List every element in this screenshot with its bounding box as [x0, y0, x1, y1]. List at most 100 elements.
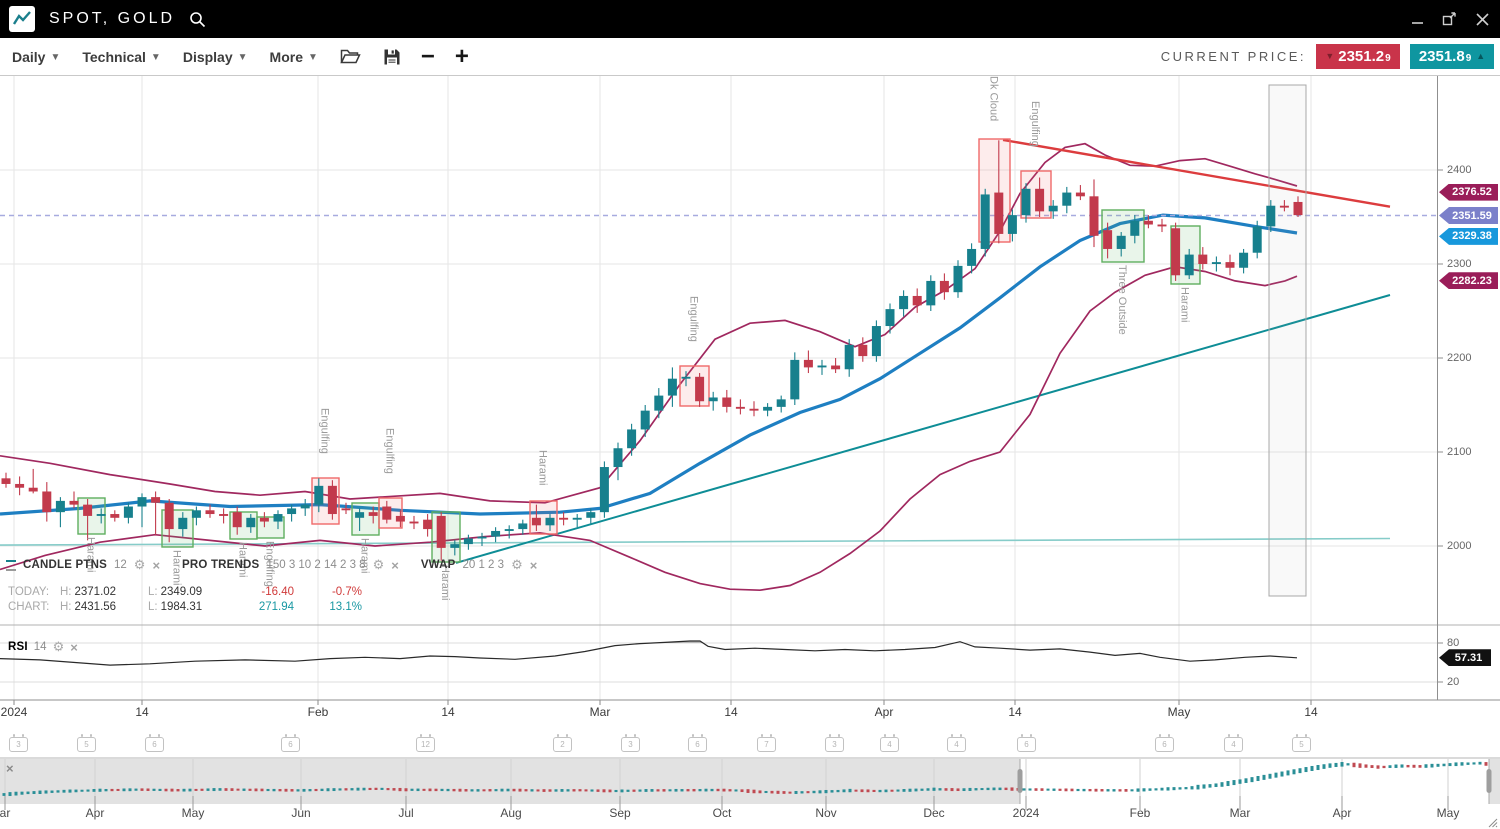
minimize-button[interactable]: [1410, 11, 1426, 27]
calendar-badge[interactable]: 3: [621, 734, 640, 752]
price-badge-2282.23: 2282.23: [1439, 272, 1498, 290]
calendar-badge[interactable]: 6: [1017, 734, 1036, 752]
minimap-candle: [620, 789, 624, 793]
pattern-box-harami[interactable]: [77, 497, 106, 535]
minimap-candle: [8, 792, 12, 797]
minimap-candle: [920, 788, 924, 791]
price-badge-2376.52: 2376.52: [1439, 183, 1498, 201]
minimap-candle: [656, 789, 660, 792]
chart-pct: 13.1%: [329, 601, 362, 613]
search-icon[interactable]: [189, 11, 206, 28]
gear-icon[interactable]: ⚙: [133, 557, 146, 572]
popout-button[interactable]: [1442, 11, 1458, 27]
buy-price-value: 2351.8: [1418, 48, 1465, 65]
candle-body: [1266, 205, 1276, 227]
pattern-box-harami[interactable]: [431, 511, 461, 563]
calendar-badge[interactable]: 6: [688, 734, 707, 752]
calendar-badge[interactable]: 7: [757, 734, 776, 752]
arrow-up-icon: ▲: [1476, 51, 1486, 61]
minimap-candle: [848, 788, 852, 793]
minimap-candle: [1406, 764, 1410, 768]
toolbar: Daily ▼ Technical ▼ Display ▼ More ▼ − +…: [0, 38, 1500, 76]
close-icon[interactable]: ×: [529, 557, 538, 573]
pattern-box-harami[interactable]: [351, 502, 380, 536]
minimap-candle: [800, 791, 804, 794]
close-icon[interactable]: ×: [391, 557, 399, 573]
minimap-candle: [770, 790, 774, 794]
candle-body: [939, 280, 949, 293]
band-lower-line: [0, 265, 1298, 592]
minimap-unselected-left[interactable]: [0, 759, 1020, 804]
main-chart-canvas[interactable]: [0, 76, 1500, 829]
menu-daily[interactable]: Daily ▼: [12, 49, 60, 65]
save-icon[interactable]: [383, 48, 401, 66]
sell-price-sup: 9: [1385, 53, 1391, 64]
pattern-box-engulfing[interactable]: [256, 516, 285, 539]
candle-body: [1075, 192, 1085, 197]
zoom-out-button[interactable]: −: [420, 42, 435, 70]
indicator-legend: CANDLE PTNS 12 ⚙ × PRO TRENDS 150 3 10 2…: [6, 557, 537, 573]
menu-more[interactable]: More ▼: [270, 49, 318, 65]
calendar-badge[interactable]: 3: [825, 734, 844, 752]
open-folder-icon[interactable]: [340, 48, 361, 65]
pattern-box-engulfing[interactable]: [679, 365, 710, 407]
candle-body: [749, 408, 759, 411]
calendar-badge[interactable]: 12: [416, 734, 435, 752]
resize-grip-icon[interactable]: [1488, 818, 1498, 828]
minimap-candle: [296, 789, 300, 792]
calendar-badge[interactable]: 6: [281, 734, 300, 752]
minimap-candle: [530, 789, 534, 792]
minimap-candle: [902, 789, 906, 792]
calendar-badge[interactable]: 4: [880, 734, 899, 752]
minimap-candle: [734, 789, 738, 792]
calendar-badge[interactable]: 4: [947, 734, 966, 752]
minimap-candle: [1238, 779, 1242, 784]
menu-display[interactable]: Display ▼: [183, 49, 248, 65]
menu-technical-label: Technical: [82, 48, 146, 65]
close-icon[interactable]: ×: [70, 639, 78, 655]
minimap-selection-handle[interactable]: [1017, 769, 1023, 793]
minimap-candle: [512, 788, 516, 792]
close-icon[interactable]: [1474, 11, 1490, 27]
minimap-candle: [674, 788, 678, 792]
buy-price-badge[interactable]: 2351.8 9 ▲: [1410, 44, 1494, 69]
pattern-box-harami[interactable]: [529, 500, 558, 535]
calendar-badge[interactable]: 6: [1155, 734, 1174, 752]
gear-icon[interactable]: ⚙: [511, 557, 523, 572]
gear-icon[interactable]: ⚙: [372, 557, 385, 572]
candle-body: [1103, 230, 1113, 249]
chart-area: Harami Harami Harami Engulfing Engulfing Hara…: [0, 76, 1500, 829]
minimap-candle: [1250, 777, 1254, 783]
highlight-region[interactable]: [1268, 84, 1307, 597]
minimap-unselected-right[interactable]: [1489, 759, 1500, 804]
minimap-candle: [1382, 765, 1386, 769]
sell-price-badge[interactable]: ▼ 2351.2 9: [1316, 44, 1400, 69]
minimap-candle: [320, 788, 324, 792]
calendar-badge[interactable]: 6: [145, 734, 164, 752]
menu-technical[interactable]: Technical ▼: [82, 49, 160, 65]
candle-body: [803, 359, 813, 368]
calendar-badge[interactable]: 5: [77, 734, 96, 752]
minimap-candle: [80, 789, 84, 792]
minimap-candle: [632, 789, 636, 792]
minimap-candle: [1052, 788, 1056, 791]
calendar-badge[interactable]: 2: [553, 734, 572, 752]
gear-icon[interactable]: ⚙: [52, 639, 65, 654]
minimap-candle: [1442, 763, 1446, 767]
calendar-badge[interactable]: 3: [9, 734, 28, 752]
minimap-selection-handle[interactable]: [1486, 769, 1492, 793]
minimap-candle: [362, 787, 366, 791]
zoom-in-button[interactable]: +: [454, 42, 469, 70]
minimap-close-icon[interactable]: ×: [6, 761, 14, 776]
minimap-candle: [872, 789, 876, 793]
candle-body: [300, 504, 310, 509]
minimap-candle: [812, 790, 816, 794]
minimap-candle: [1400, 764, 1404, 768]
calendar-badge[interactable]: 5: [1292, 734, 1311, 752]
close-icon[interactable]: ×: [152, 557, 161, 573]
arrow-down-icon: ▼: [1325, 51, 1335, 61]
candle-body: [912, 295, 922, 306]
calendar-badge[interactable]: 4: [1224, 734, 1243, 752]
candle-body: [137, 497, 147, 507]
